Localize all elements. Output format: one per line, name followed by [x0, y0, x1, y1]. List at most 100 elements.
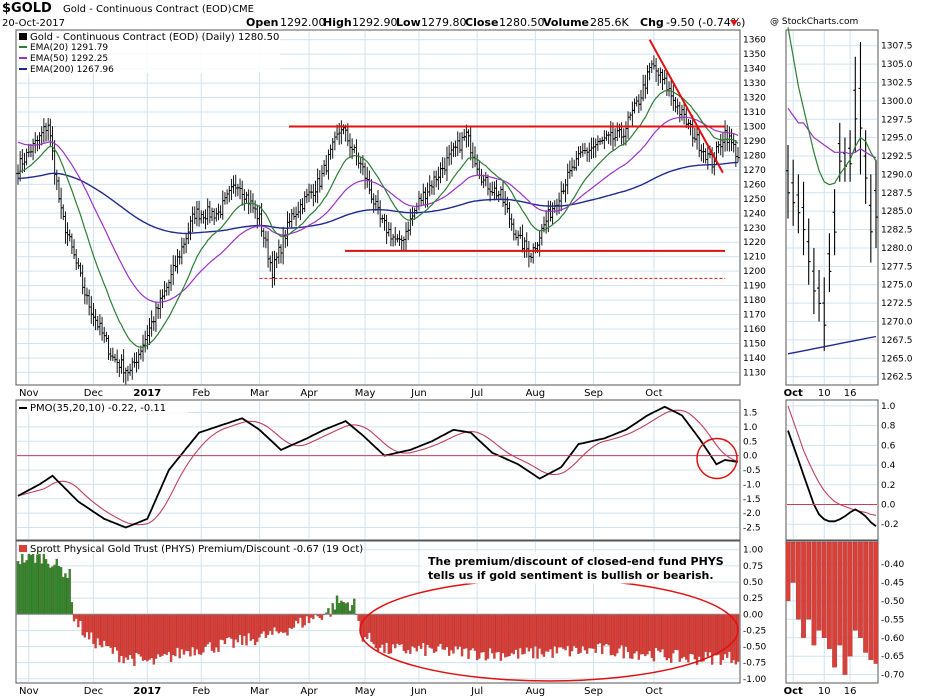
premium-bar: [200, 614, 203, 655]
price-x-tick-label: May: [355, 388, 376, 399]
premium-x-tick-label: 2017: [133, 686, 161, 697]
premium-bar: [445, 614, 449, 648]
premium-bar: [469, 614, 472, 651]
premium-bar: [422, 614, 425, 644]
premium-bar: [387, 614, 390, 655]
premium-bar: [312, 614, 315, 620]
premium-bar: [508, 614, 511, 657]
premium-bar: [357, 614, 360, 621]
down-arrow-icon: [730, 20, 738, 26]
zoom-premium-bar: [868, 541, 874, 660]
premium-bar: [228, 614, 231, 638]
zoom-premium-bar: [847, 541, 853, 657]
premium-bar: [473, 614, 477, 651]
premium-bar: [493, 614, 496, 659]
premium-bar: [245, 614, 248, 646]
premium-bar: [81, 614, 84, 636]
premium-bar: [379, 614, 382, 648]
zoom-price-y-tick-label: 1265.0: [881, 354, 913, 364]
premium-bar: [456, 614, 459, 650]
price-x-tick-label: Jul: [470, 388, 483, 399]
zoom-price-y-tick-label: 1272.5: [881, 299, 913, 309]
premium-bar: [374, 614, 377, 649]
premium-bar: [654, 614, 658, 648]
price-y-tick-label: 1220: [743, 238, 766, 248]
premium-bar: [232, 614, 235, 648]
premium-bar: [277, 614, 280, 634]
premium-bar: [432, 614, 436, 653]
premium-x-tick-label: Apr: [300, 686, 318, 697]
premium-bar: [409, 614, 412, 654]
price-x-tick-label: Mar: [250, 388, 270, 399]
premium-bar: [303, 614, 306, 626]
premium-bar: [596, 614, 600, 645]
zoom-premium-y-tick-label: -0.55: [881, 615, 904, 625]
premium-bar: [381, 614, 384, 645]
premium-bar: [665, 614, 669, 661]
premium-bar: [318, 614, 321, 618]
premium-bar: [219, 614, 222, 640]
zoom-pmo-line: [787, 430, 877, 527]
premium-bar: [353, 598, 356, 615]
premium-bar: [512, 614, 515, 655]
premium-bar: [159, 614, 162, 657]
premium-bar: [327, 608, 330, 615]
marks-layer: [16, 27, 879, 675]
premium-bar: [72, 614, 76, 622]
premium-bar: [83, 614, 86, 638]
premium-bar: [579, 614, 582, 653]
zoom-pmo-y-tick-label: 0.0: [881, 501, 896, 511]
premium-bar: [428, 614, 431, 648]
premium-bar: [92, 614, 95, 644]
premium-bar: [47, 563, 50, 615]
legend-main: Gold - Continuous Contract (EOD) (Daily)…: [30, 32, 279, 43]
premium-bar: [167, 614, 171, 652]
zoom-premium-bar: [827, 541, 832, 649]
premium-y-tick-label: 0.75: [743, 562, 763, 572]
premium-bar: [116, 614, 119, 651]
premium-bar: [504, 614, 507, 658]
premium-bar: [404, 614, 408, 654]
premium-bar: [275, 614, 278, 632]
premium-bar: [247, 614, 250, 634]
premium-bar: [497, 614, 500, 652]
premium-bar: [663, 614, 666, 658]
premium-bar: [135, 614, 138, 653]
premium-bar: [44, 559, 48, 615]
premium-bar: [90, 614, 93, 633]
premium-bar: [141, 614, 145, 661]
chart-date: 20-Oct-2017: [2, 18, 65, 29]
premium-bar: [719, 614, 722, 665]
premium-bar: [49, 567, 52, 615]
premium-bar: [562, 614, 565, 649]
premium-bar: [426, 614, 429, 645]
premium-bar: [527, 614, 531, 652]
premium-bar: [480, 614, 483, 653]
premium-bar: [236, 614, 240, 643]
zoom-price-y-tick-label: 1307.5: [881, 42, 913, 52]
premium-bar: [708, 614, 712, 653]
premium-bar: [238, 614, 242, 635]
legend-ema50: EMA(50) 1292.25: [30, 54, 108, 64]
premium-bar: [301, 614, 304, 628]
premium-bar: [525, 614, 528, 648]
pmo-y-tick-label: 1.0: [743, 423, 758, 433]
premium-bar: [210, 614, 214, 651]
premium-bar: [605, 614, 608, 644]
price-legend: Gold - Continuous Contract (EOD) (Daily)…: [18, 31, 280, 75]
premium-bar: [488, 614, 492, 649]
premium-bar: [657, 614, 660, 651]
price-x-tick-label: Oct: [645, 388, 662, 399]
premium-bar: [618, 614, 621, 649]
premium-bar: [588, 614, 591, 649]
premium-bar: [133, 614, 136, 666]
price-x-tick-label: Nov: [19, 388, 39, 399]
price-y-tick-label: 1280: [743, 151, 766, 161]
premium-y-tick-label: -0.75: [743, 659, 766, 669]
premium-bar: [417, 614, 421, 646]
chg-label: Chg: [640, 16, 664, 29]
zoom-premium-bar: [858, 541, 863, 638]
premium-bar: [590, 614, 593, 649]
premium-bar: [36, 554, 39, 615]
premium-bar: [644, 614, 647, 657]
